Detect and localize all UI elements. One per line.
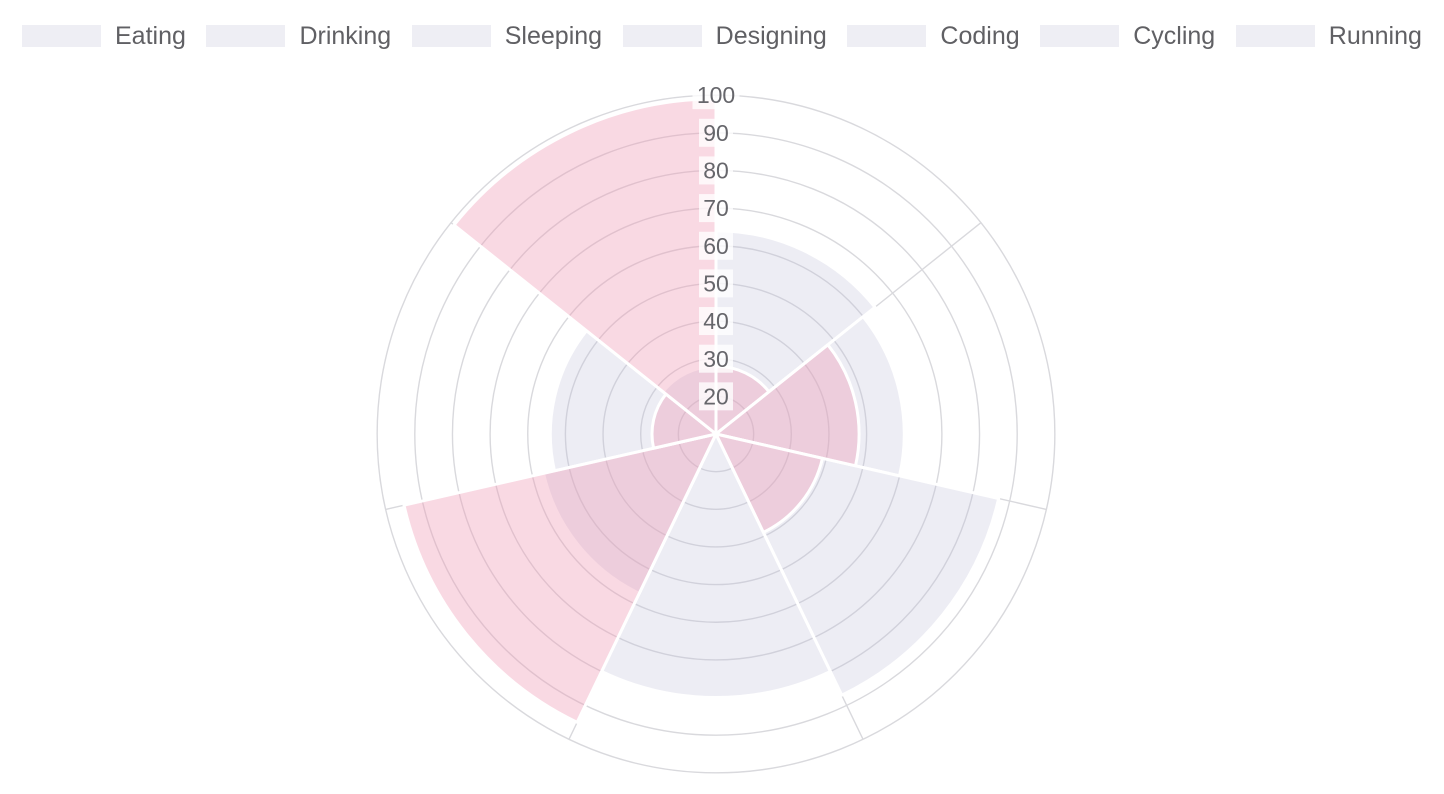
legend-label-cycling: Cycling — [1133, 22, 1216, 50]
legend-label-eating: Eating — [115, 22, 186, 50]
legend-item-running[interactable]: Running — [1235, 22, 1422, 50]
tick-backdrop-20 — [699, 382, 733, 411]
tick-backdrop-40 — [699, 307, 733, 336]
legend-label-drinking: Drinking — [299, 22, 392, 50]
tick-label-100: 100 — [697, 82, 735, 108]
sector-eating-gray-dataset[interactable] — [714, 229, 877, 436]
legend-item-eating[interactable]: Eating — [22, 22, 186, 50]
legend-label-coding: Coding — [940, 22, 1020, 50]
chart-legend: Eating Drinking Sleeping Designing Coding Cyc… — [0, 22, 1444, 50]
legend-item-drinking[interactable]: Drinking — [206, 22, 392, 50]
tick-backdrop-80 — [699, 156, 733, 185]
legend-swatch-drinking — [206, 25, 286, 47]
sector-coding-gray-dataset[interactable] — [541, 432, 718, 595]
tick-label-60: 60 — [703, 233, 729, 259]
tick-backdrop-100 — [692, 81, 740, 110]
tick-backdrop-70 — [699, 194, 733, 223]
tick-label-40: 40 — [703, 308, 729, 334]
legend-swatch-coding — [847, 25, 927, 47]
tick-backdrop-30 — [699, 344, 733, 373]
sector-drinking-pink-dataset[interactable] — [714, 343, 861, 468]
tick-label-20: 20 — [703, 383, 729, 409]
tick-label-30: 30 — [703, 346, 729, 372]
legend-item-coding[interactable]: Coding — [847, 22, 1020, 50]
legend-label-designing: Designing — [715, 22, 827, 50]
legend-swatch-cycling — [1040, 25, 1120, 47]
sector-designing-gray-dataset[interactable] — [600, 432, 832, 700]
tick-backdrop-50 — [699, 269, 733, 298]
sector-running-pink-dataset[interactable] — [452, 97, 718, 436]
legend-item-cycling[interactable]: Cycling — [1040, 22, 1216, 50]
legend-swatch-running — [1235, 25, 1315, 47]
tick-label-90: 90 — [703, 120, 729, 146]
legend-swatch-eating — [22, 25, 101, 47]
legend-swatch-designing — [622, 25, 702, 47]
tick-label-70: 70 — [703, 195, 729, 221]
legend-item-sleeping[interactable]: Sleeping — [411, 22, 603, 50]
legend-item-designing[interactable]: Designing — [622, 22, 827, 50]
sector-cycling-gray-dataset[interactable] — [548, 329, 718, 473]
sector-sleeping-pink-dataset[interactable] — [714, 432, 824, 534]
tick-backdrop-60 — [699, 231, 733, 260]
tick-backdrop-90 — [699, 118, 733, 147]
legend-label-sleeping: Sleeping — [504, 22, 603, 50]
legend-label-running: Running — [1328, 22, 1422, 50]
legend-swatch-sleeping — [411, 25, 491, 47]
tick-label-50: 50 — [703, 270, 729, 296]
sector-coding-pink-dataset[interactable] — [402, 432, 718, 724]
sector-drinking-gray-dataset[interactable] — [714, 315, 906, 478]
sector-sleeping-gray-dataset[interactable] — [714, 432, 1001, 697]
tick-label-80: 80 — [703, 158, 729, 184]
